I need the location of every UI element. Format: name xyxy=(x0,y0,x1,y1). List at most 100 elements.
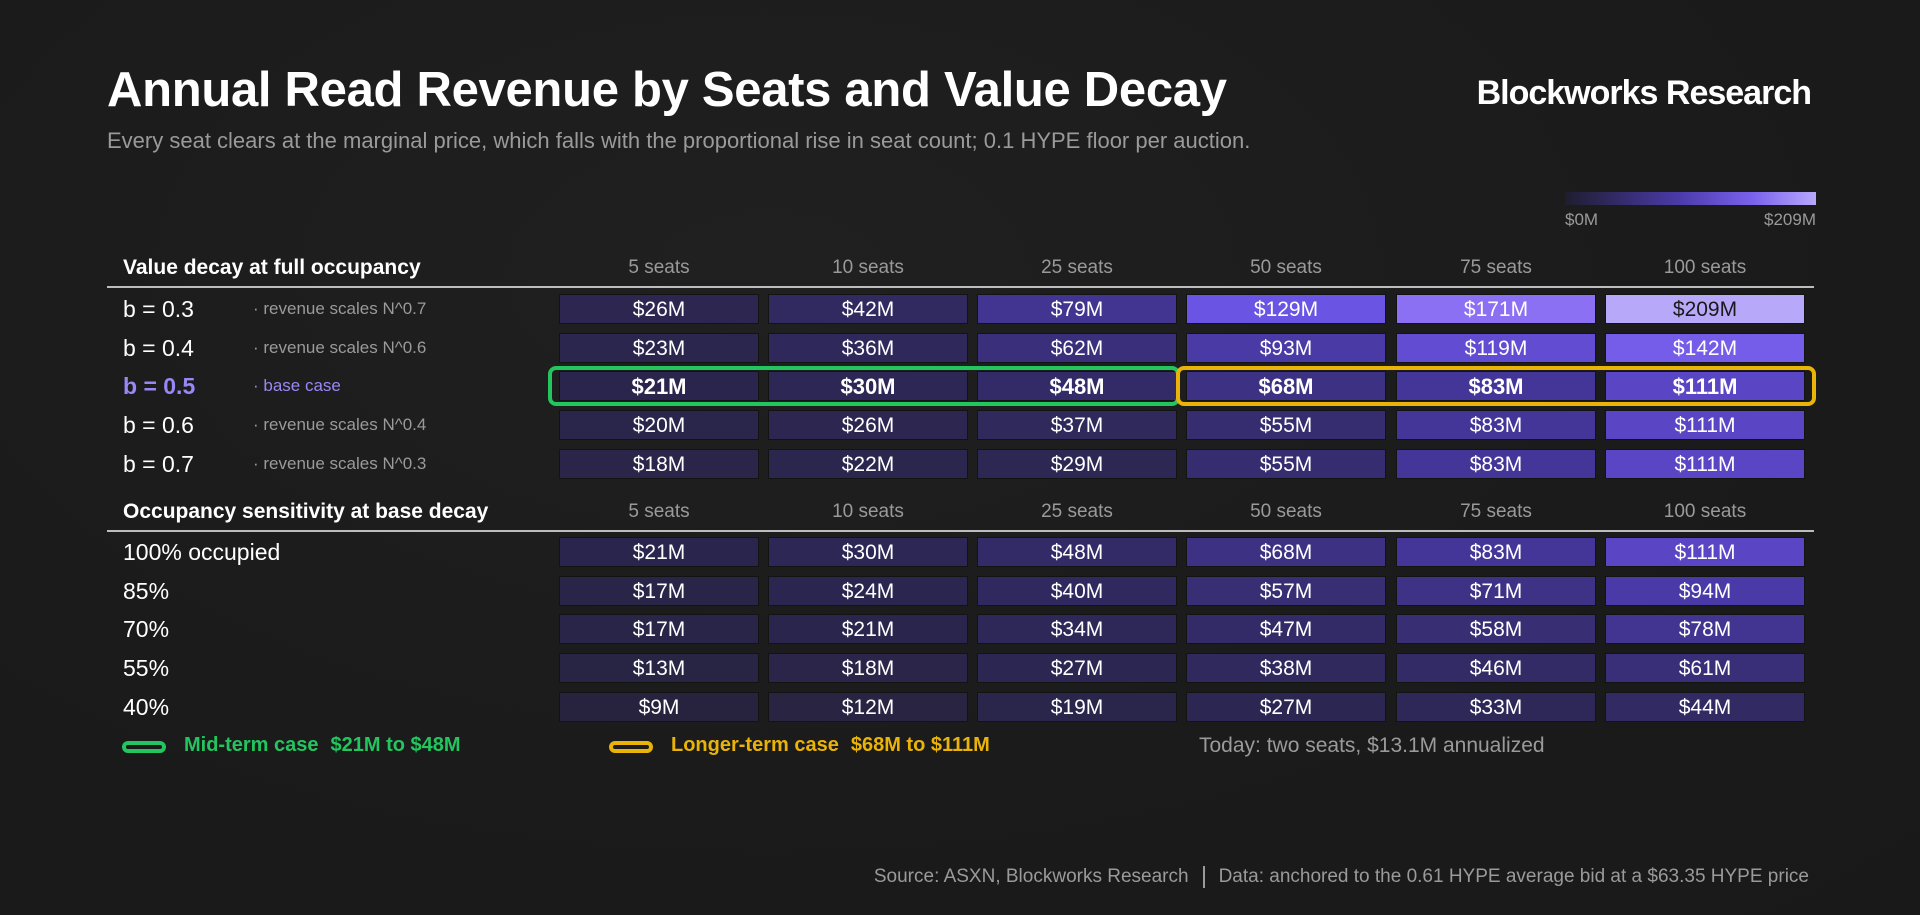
heatmap-cell: $57M xyxy=(1186,576,1386,606)
color-scale-bar xyxy=(1565,192,1816,205)
heatmap-cell: $18M xyxy=(768,653,968,683)
heatmap-cell: $37M xyxy=(977,410,1177,440)
heatmap-cell: $111M xyxy=(1605,371,1805,401)
footer-data-note: Data: anchored to the 0.61 HYPE average … xyxy=(1218,866,1809,888)
heatmap-cell: $27M xyxy=(977,653,1177,683)
heatmap-cell: $24M xyxy=(768,576,968,606)
heatmap-cell: $38M xyxy=(1186,653,1386,683)
column-header: 25 seats xyxy=(1041,257,1113,278)
heatmap-cell: $61M xyxy=(1605,653,1805,683)
heatmap-cell: $79M xyxy=(977,294,1177,324)
heatmap-cell: $142M xyxy=(1605,333,1805,363)
heatmap-cell: $111M xyxy=(1605,410,1805,440)
heatmap-cell: $83M xyxy=(1396,537,1596,567)
heatmap-cell: $29M xyxy=(977,449,1177,479)
heatmap-cell: $62M xyxy=(977,333,1177,363)
mid-term-key-swatch xyxy=(122,741,166,753)
mid-term-key: Mid-term case $21M to $48M xyxy=(184,734,461,757)
heatmap-cell: $26M xyxy=(768,410,968,440)
longer-term-key: Longer-term case $68M to $111M xyxy=(671,734,990,757)
heatmap-cell: $48M xyxy=(977,371,1177,401)
section-divider xyxy=(107,530,1814,532)
heatmap-cell: $129M xyxy=(1186,294,1386,324)
row-label: b = 0.3 xyxy=(123,296,194,322)
heatmap-cell: $68M xyxy=(1186,537,1386,567)
section-divider xyxy=(107,286,1814,288)
row-label: 100% occupied xyxy=(123,539,281,565)
heatmap-cell: $34M xyxy=(977,614,1177,644)
section-title: Occupancy sensitivity at base decay xyxy=(123,500,489,523)
heatmap-cell: $17M xyxy=(559,614,759,644)
heatmap-cell: $30M xyxy=(768,371,968,401)
heatmap-cell: $20M xyxy=(559,410,759,440)
footer-source: Source: ASXN, Blockworks Research xyxy=(873,866,1189,888)
section-title: Value decay at full occupancy xyxy=(123,256,421,279)
heatmap-cell: $40M xyxy=(977,576,1177,606)
longer-term-key-value: $68M to $111M xyxy=(850,734,990,756)
heatmap-cell: $26M xyxy=(559,294,759,324)
column-header: 50 seats xyxy=(1250,257,1322,278)
heatmap-cell: $21M xyxy=(559,537,759,567)
chart-subtitle: Every seat clears at the marginal price,… xyxy=(107,128,1251,153)
heatmap-cell: $12M xyxy=(768,692,968,722)
color-scale-min-label: $0M xyxy=(1565,210,1599,229)
mid-term-key-value: $21M to $48M xyxy=(330,734,461,756)
row-label: 55% xyxy=(123,655,170,681)
heatmap-cell: $171M xyxy=(1396,294,1596,324)
row-label: b = 0.4 xyxy=(123,335,194,361)
row-note: · revenue scales N^0.3 xyxy=(253,454,427,473)
color-scale-max-label: $209M xyxy=(1764,210,1816,229)
footer-separator xyxy=(1202,866,1205,888)
column-header: 5 seats xyxy=(628,501,690,522)
column-header: 75 seats xyxy=(1460,501,1532,522)
row-note: · base case xyxy=(253,376,341,395)
heatmap-cell: $111M xyxy=(1605,537,1805,567)
longer-term-key-label: Longer-term case xyxy=(671,734,839,756)
row-label: 85% xyxy=(123,578,170,604)
column-header: 100 seats xyxy=(1663,501,1747,522)
heatmap-cell: $83M xyxy=(1396,371,1596,401)
heatmap-cell: $209M xyxy=(1605,294,1805,324)
row-label: b = 0.7 xyxy=(123,451,194,477)
longer-term-key-swatch xyxy=(609,741,653,753)
heatmap-cell: $83M xyxy=(1396,449,1596,479)
column-header: 50 seats xyxy=(1250,501,1322,522)
heatmap-cell: $47M xyxy=(1186,614,1386,644)
heatmap-cell: $42M xyxy=(768,294,968,324)
column-header: 100 seats xyxy=(1663,257,1747,278)
heatmap-cell: $111M xyxy=(1605,449,1805,479)
column-header: 10 seats xyxy=(832,501,904,522)
column-header: 25 seats xyxy=(1041,501,1113,522)
heatmap-cell: $78M xyxy=(1605,614,1805,644)
today-note: Today: two seats, $13.1M annualized xyxy=(1199,734,1545,757)
heatmap-cell: $23M xyxy=(559,333,759,363)
heatmap-cell: $55M xyxy=(1186,449,1386,479)
heatmap-cell: $9M xyxy=(559,692,759,722)
heatmap-cell: $22M xyxy=(768,449,968,479)
heatmap-cell: $46M xyxy=(1396,653,1596,683)
heatmap-cell: $93M xyxy=(1186,333,1386,363)
row-note: · revenue scales N^0.4 xyxy=(253,415,427,434)
heatmap-cell: $17M xyxy=(559,576,759,606)
heatmap-cell: $44M xyxy=(1605,692,1805,722)
row-label: 70% xyxy=(123,616,170,642)
heatmap-cell: $83M xyxy=(1396,410,1596,440)
heatmap-cell: $13M xyxy=(559,653,759,683)
row-label: 40% xyxy=(123,694,170,720)
heatmap-cell: $71M xyxy=(1396,576,1596,606)
row-note: · revenue scales N^0.7 xyxy=(253,299,427,318)
heatmap-cell: $68M xyxy=(1186,371,1386,401)
column-header: 10 seats xyxy=(832,257,904,278)
heatmap-cell: $21M xyxy=(559,371,759,401)
longer-term-highlight xyxy=(1176,366,1816,406)
column-header: 5 seats xyxy=(628,257,690,278)
heatmap-cell: $48M xyxy=(977,537,1177,567)
heatmap-cell: $58M xyxy=(1396,614,1596,644)
column-header: 75 seats xyxy=(1460,257,1532,278)
heatmap-cell: $119M xyxy=(1396,333,1596,363)
heatmap-cell: $36M xyxy=(768,333,968,363)
brand-logo: Blockworks Research xyxy=(1476,74,1812,112)
row-note: · revenue scales N^0.6 xyxy=(253,338,427,357)
row-label: b = 0.5 xyxy=(123,373,196,399)
heatmap-cell: $19M xyxy=(977,692,1177,722)
